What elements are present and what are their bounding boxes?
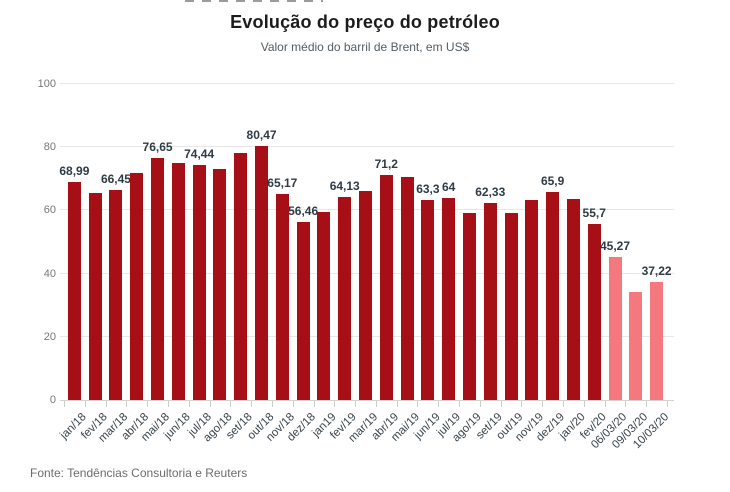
gridline — [60, 146, 674, 148]
bar — [546, 191, 560, 400]
bar — [587, 224, 601, 400]
bar-value-label: 80,47 — [246, 127, 277, 142]
y-axis-tick-label: 0 — [49, 394, 56, 406]
bar-value-label: 65,9 — [540, 173, 565, 188]
bar — [275, 194, 289, 400]
x-axis-tick — [334, 401, 336, 407]
bar-value-label: 62,33 — [475, 185, 506, 200]
bar-value-label: 63,3 — [416, 181, 440, 196]
bar — [462, 212, 476, 400]
bar — [213, 168, 227, 400]
cropped-text-artifact — [185, 0, 323, 2]
bar — [255, 145, 269, 400]
x-axis-line — [60, 400, 674, 401]
x-axis-tick — [563, 401, 565, 407]
bar-value-label: 37,22 — [641, 264, 672, 279]
x-axis-tick — [438, 401, 440, 407]
x-axis-tick — [667, 401, 668, 407]
chart-title: Evolução do preço do petróleo — [230, 12, 500, 32]
x-axis-tick — [230, 401, 232, 407]
x-axis-tick — [147, 401, 149, 407]
source-note: Fonte: Tendências Consultoria e Reuters — [30, 466, 248, 480]
bar-value-label: 55,7 — [582, 206, 606, 220]
x-axis-tick — [209, 401, 211, 407]
bar-highlighted — [629, 291, 643, 400]
x-axis-tick — [105, 401, 107, 407]
gridline — [60, 83, 674, 84]
x-axis-tick — [64, 401, 65, 407]
bar — [171, 162, 185, 400]
bar-value-label: 56,46 — [288, 203, 319, 218]
bar — [296, 221, 310, 400]
bar — [338, 197, 352, 400]
x-axis-tick — [188, 401, 190, 407]
bar — [442, 197, 456, 400]
bar-value-label: 71,2 — [374, 157, 398, 172]
bar — [234, 152, 248, 400]
bar-value-label: 45,27 — [600, 238, 631, 253]
plot-area: 0 20 40 60 80 100 68,99 jan/18 fev/18 66,45 mar/18… — [38, 79, 674, 451]
x-axis-tick — [542, 401, 544, 407]
x-axis-tick — [646, 401, 648, 407]
y-axis-tick-label: 40 — [43, 267, 56, 280]
bar-value-label: 64 — [441, 179, 456, 194]
x-axis-tick — [355, 401, 357, 407]
x-axis-tick — [84, 401, 86, 407]
bar — [67, 182, 81, 400]
bar — [130, 173, 144, 400]
x-axis-tick — [583, 401, 585, 407]
x-axis-tick — [251, 401, 253, 407]
y-axis-tick-label: 60 — [43, 204, 56, 217]
y-axis-tick-label: 100 — [37, 78, 56, 90]
x-axis-tick — [126, 401, 128, 407]
x-axis-tick — [396, 401, 398, 407]
bar-value-label: 68,99 — [59, 164, 90, 178]
bar — [359, 190, 372, 400]
x-axis-tick — [459, 401, 461, 407]
bar-value-label: 64,13 — [329, 179, 360, 194]
bar — [566, 199, 580, 400]
bar-value-label: 66,45 — [100, 172, 131, 187]
x-axis-tick — [313, 401, 315, 407]
x-axis-tick — [604, 401, 606, 407]
bar — [379, 175, 393, 400]
y-axis-tick-label: 20 — [43, 330, 56, 343]
x-axis-tick — [521, 401, 523, 407]
bar — [400, 176, 414, 400]
bar — [504, 212, 518, 400]
bar-value-label: 76,65 — [142, 139, 173, 154]
x-axis-tick — [375, 401, 377, 407]
x-axis-tick — [417, 401, 419, 407]
x-axis-tick — [167, 401, 169, 407]
bar — [483, 203, 497, 400]
bar — [317, 212, 331, 400]
bar — [151, 157, 165, 400]
x-axis-tick — [292, 401, 294, 407]
bar — [88, 192, 102, 400]
bar-value-label: 65,17 — [267, 176, 298, 191]
bar-highlighted — [608, 256, 622, 400]
x-axis-tick — [271, 401, 273, 407]
chart-subtitle: Valor médio do barril de Brent, em US$ — [260, 40, 470, 54]
bar — [525, 200, 539, 400]
x-axis-tick — [625, 401, 627, 407]
x-axis-tick — [500, 401, 502, 407]
bar-value-label: 74,44 — [184, 146, 215, 161]
y-axis-tick-label: 80 — [43, 141, 56, 154]
x-axis-tick — [479, 401, 481, 407]
bar — [109, 190, 123, 400]
bar-highlighted — [650, 282, 664, 400]
bar — [192, 164, 206, 400]
bar — [421, 199, 435, 400]
